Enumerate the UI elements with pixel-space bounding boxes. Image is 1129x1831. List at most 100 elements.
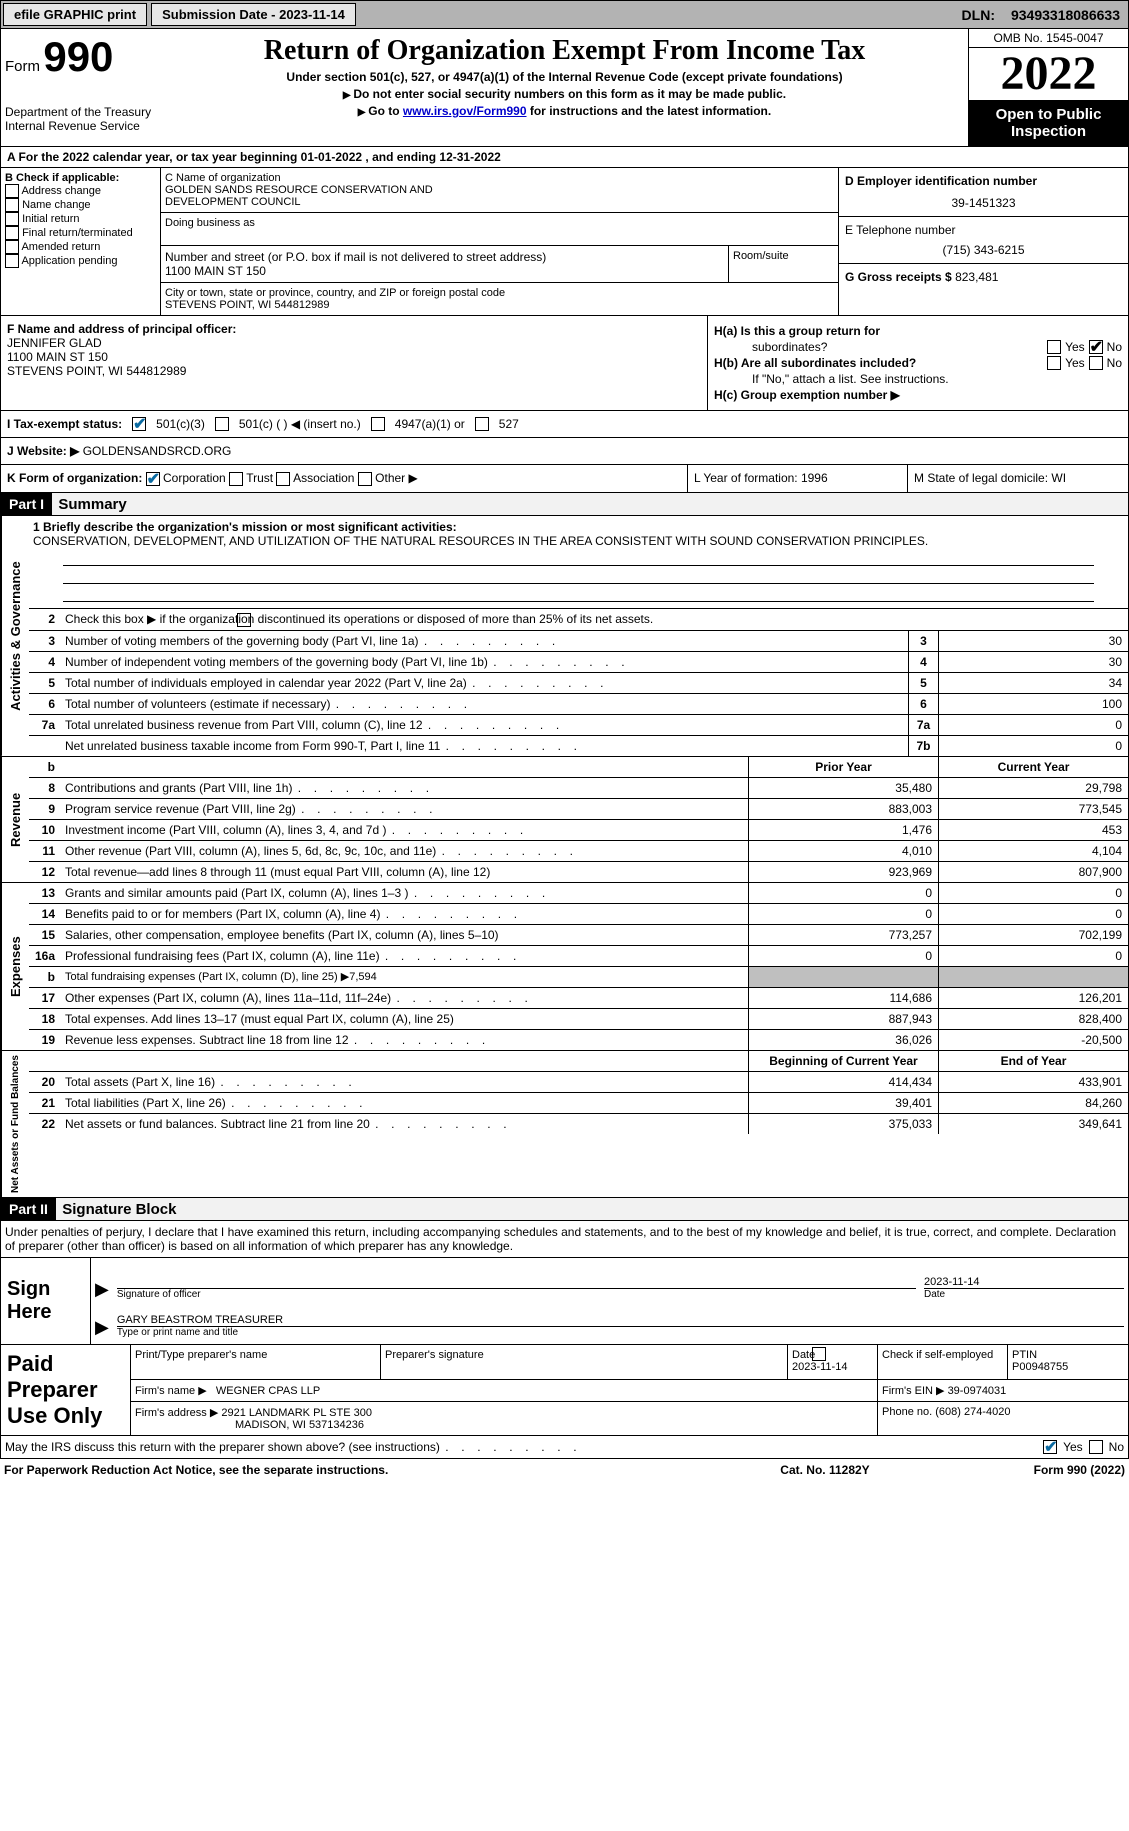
paid-preparer-label: Paid Preparer Use Only — [1, 1345, 131, 1435]
sign-here-label: Sign Here — [1, 1258, 91, 1344]
firm-phone: (608) 274-4020 — [935, 1406, 1010, 1418]
vlabel-expenses: Expenses — [1, 883, 29, 1050]
ein-value: 39-1451323 — [845, 196, 1122, 210]
officer-label: F Name and address of principal officer: — [7, 322, 701, 336]
state-domicile: M State of legal domicile: WI — [908, 465, 1128, 492]
checkbox-other[interactable] — [358, 472, 372, 486]
line1-label: 1 Briefly describe the organization's mi… — [33, 520, 1124, 534]
checkbox-discuss-no[interactable] — [1089, 1440, 1103, 1454]
officer-addr2: STEVENS POINT, WI 544812989 — [7, 364, 701, 378]
l8-current: 29,798 — [938, 778, 1128, 798]
checkbox-discontinued[interactable] — [237, 613, 251, 627]
l21-end: 84,260 — [938, 1093, 1128, 1113]
checkbox-final-return[interactable] — [5, 226, 19, 240]
checkbox-ha-no[interactable] — [1089, 340, 1103, 354]
l9-current: 773,545 — [938, 799, 1128, 819]
box-f: F Name and address of principal officer:… — [1, 316, 708, 410]
firm-ein: 39-0974031 — [948, 1385, 1007, 1397]
checkbox-name-change[interactable] — [5, 198, 19, 212]
l18-prior: 887,943 — [748, 1009, 938, 1029]
section-b-through-g: B Check if applicable: Address change Na… — [0, 168, 1129, 316]
l16b-current-gray — [938, 967, 1128, 987]
l21-begin: 39,401 — [748, 1093, 938, 1113]
checkbox-self-employed[interactable] — [812, 1347, 826, 1361]
expenses-block: Expenses 13Grants and similar amounts pa… — [0, 883, 1129, 1051]
line4-val: 30 — [938, 652, 1128, 672]
line7a-desc: Total unrelated business revenue from Pa… — [61, 715, 908, 735]
row-i-tax-status: I Tax-exempt status: 501(c)(3) 501(c) ( … — [0, 411, 1129, 438]
website-label: J Website: ▶ — [7, 444, 79, 458]
line3-desc: Number of voting members of the governin… — [61, 631, 908, 651]
l20-end: 433,901 — [938, 1072, 1128, 1092]
signature-officer-label: Signature of officer — [117, 1289, 916, 1300]
phone-label: E Telephone number — [845, 223, 1122, 237]
current-year-hdr: Current Year — [938, 757, 1128, 777]
gross-receipts-label: G Gross receipts $ — [845, 270, 952, 284]
preparer-name-hdr: Print/Type preparer's name — [131, 1345, 381, 1379]
subtitle-3: Go to www.irs.gov/Form990 for instructio… — [168, 104, 961, 118]
form-ref: Form 990 (2022) — [925, 1463, 1125, 1477]
checkbox-trust[interactable] — [229, 472, 243, 486]
officer-addr1: 1100 MAIN ST 150 — [7, 350, 701, 364]
irs-link[interactable]: www.irs.gov/Form990 — [403, 104, 527, 118]
box-c: C Name of organization GOLDEN SANDS RESO… — [161, 168, 838, 315]
officer-name: JENNIFER GLAD — [7, 336, 701, 350]
l9-prior: 883,003 — [748, 799, 938, 819]
form-number: 990 — [43, 33, 113, 80]
checkbox-4947[interactable] — [371, 417, 385, 431]
checkbox-501c[interactable] — [215, 417, 229, 431]
firm-addr2: MADISON, WI 537134236 — [135, 1419, 364, 1431]
l22-end: 349,641 — [938, 1114, 1128, 1134]
address-value: 1100 MAIN ST 150 — [165, 264, 724, 278]
firm-addr1: 2921 LANDMARK PL STE 300 — [221, 1407, 372, 1419]
checkbox-hb-no[interactable] — [1089, 356, 1103, 370]
mission-line — [63, 586, 1094, 602]
row-a-tax-year: A For the 2022 calendar year, or tax yea… — [0, 147, 1129, 168]
row-j-website: J Website: ▶ GOLDENSANDSRCD.ORG — [0, 438, 1129, 465]
preparer-sig-hdr: Preparer's signature — [381, 1345, 788, 1379]
l19-current: -20,500 — [938, 1030, 1128, 1050]
checkbox-association[interactable] — [276, 472, 290, 486]
address-label: Number and street (or P.O. box if mail i… — [165, 250, 724, 264]
checkbox-corporation[interactable] — [146, 472, 160, 486]
part-1-label: Part I — [1, 493, 52, 515]
row-k-l-m: K Form of organization: Corporation Trus… — [0, 465, 1129, 493]
checkbox-527[interactable] — [475, 417, 489, 431]
l11-current: 4,104 — [938, 841, 1128, 861]
checkbox-amended-return[interactable] — [5, 240, 19, 254]
line7b-desc: Net unrelated business taxable income fr… — [61, 736, 908, 756]
org-name-2: DEVELOPMENT COUNCIL — [165, 196, 834, 208]
checkbox-hb-yes[interactable] — [1047, 356, 1061, 370]
checkbox-application-pending[interactable] — [5, 254, 19, 268]
l16b-prior-gray — [748, 967, 938, 987]
line6-desc: Total number of volunteers (estimate if … — [61, 694, 908, 714]
phone-value: (715) 343-6215 — [845, 243, 1122, 257]
checkbox-ha-yes[interactable] — [1047, 340, 1061, 354]
line7b-val: 0 — [938, 736, 1128, 756]
checkbox-initial-return[interactable] — [5, 212, 19, 226]
paid-preparer-block: Paid Preparer Use Only Print/Type prepar… — [0, 1345, 1129, 1436]
line5-val: 34 — [938, 673, 1128, 693]
net-assets-block: Net Assets or Fund Balances Beginning of… — [0, 1051, 1129, 1198]
part-2-header: Part II Signature Block — [0, 1198, 1129, 1221]
l20-begin: 414,434 — [748, 1072, 938, 1092]
checkbox-discuss-yes[interactable] — [1043, 1440, 1057, 1454]
l13-current: 0 — [938, 883, 1128, 903]
org-name-1: GOLDEN SANDS RESOURCE CONSERVATION AND — [165, 184, 834, 196]
prep-date: 2023-11-14 — [792, 1361, 847, 1373]
irs-discuss-question: May the IRS discuss this return with the… — [5, 1440, 1037, 1454]
end-year-hdr: End of Year — [938, 1051, 1128, 1071]
sign-date: 2023-11-14 — [924, 1276, 1124, 1288]
checkbox-501c3[interactable] — [132, 417, 146, 431]
subtitle-1: Under section 501(c), 527, or 4947(a)(1)… — [168, 70, 961, 84]
line-2-num: 2 — [29, 609, 61, 630]
name-title-label: Type or print name and title — [117, 1327, 1124, 1338]
l11-prior: 4,010 — [748, 841, 938, 861]
vlabel-revenue: Revenue — [1, 757, 29, 882]
l8-prior: 35,480 — [748, 778, 938, 798]
checkbox-address-change[interactable] — [5, 184, 19, 198]
submission-date-button[interactable]: Submission Date - 2023-11-14 — [151, 3, 356, 26]
l17-current: 126,201 — [938, 988, 1128, 1008]
h-b-label: H(b) Are all subordinates included? — [714, 356, 1043, 370]
efile-print-button[interactable]: efile GRAPHIC print — [3, 3, 147, 26]
